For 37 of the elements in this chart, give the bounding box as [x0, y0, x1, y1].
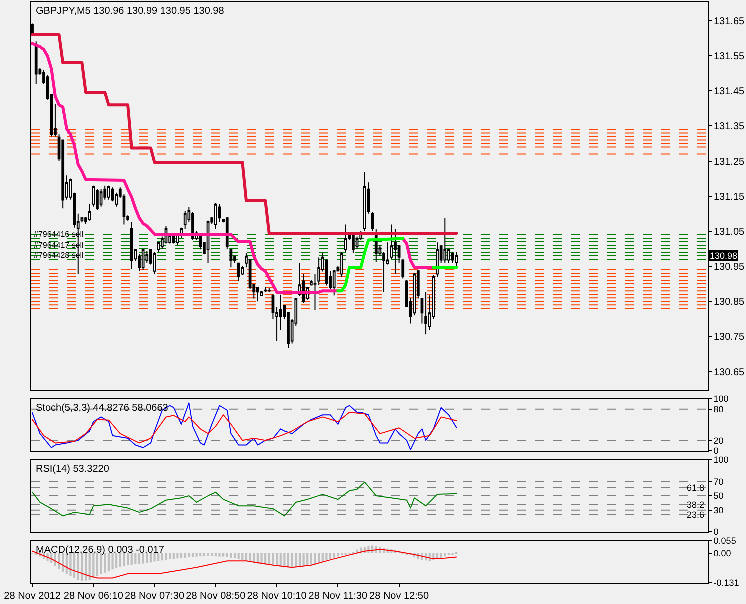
y-tick-label: 80 [714, 404, 724, 415]
chart-title: RSI(14) 53.3220 [36, 464, 110, 475]
y-tick-label: 130.75 [714, 332, 746, 344]
ref-line-label: 23.6 [687, 510, 705, 520]
y-tick-label: 100 [714, 455, 729, 466]
y-tick-label: 130.85 [714, 297, 746, 308]
y-tick-label: 131.25 [714, 156, 746, 168]
y-tick-label: 70 [714, 476, 724, 487]
y-tick-label: 131.45 [714, 86, 746, 98]
chart-title: GBPJPY,M5 130.96 130.99 130.95 130.98 [36, 6, 225, 17]
y-tick-label: 131.65 [714, 16, 746, 28]
y-tick-label: 131.05 [714, 226, 746, 238]
ref-line-label: 38.2 [687, 500, 705, 510]
y-tick-label: 100 [714, 394, 729, 404]
ref-line-label: 61.8 [687, 483, 705, 493]
y-tick-label: 50 [714, 491, 724, 502]
y-tick-label: 0.055 [714, 536, 736, 546]
y-tick-label: 0 [714, 446, 719, 456]
y-tick-label: 30 [714, 506, 724, 516]
y-tick-label: -0.131 [714, 578, 740, 588]
x-tick-label: 28 Nov 12:50 [370, 591, 430, 602]
x-tick-label: 28 Nov 06:10 [64, 591, 124, 602]
y-tick-label: 131.55 [714, 52, 746, 63]
y-tick-label: 0 [714, 527, 719, 538]
y-tick-label: 131.35 [714, 122, 746, 133]
y-tick-label: 130.95 [714, 262, 746, 274]
x-tick-label: 28 Nov 10:10 [247, 591, 308, 602]
y-tick-label: 20 [714, 436, 724, 446]
x-tick-label: 28 Nov 07:30 [125, 591, 185, 602]
x-tick-label: 28 Nov 08:50 [186, 591, 246, 602]
x-tick-label: 28 Nov 11:30 [308, 591, 368, 602]
x-tick-label: 28 Nov 2012 [4, 591, 62, 602]
y-tick-label: 0.00 [714, 548, 732, 559]
chart-title: MACD(12,26,9) 0.003 -0.017 [36, 545, 165, 556]
annotation: 130.98 [710, 251, 738, 261]
y-tick-label: 131.15 [714, 192, 746, 203]
y-tick-label: 130.65 [714, 367, 746, 378]
